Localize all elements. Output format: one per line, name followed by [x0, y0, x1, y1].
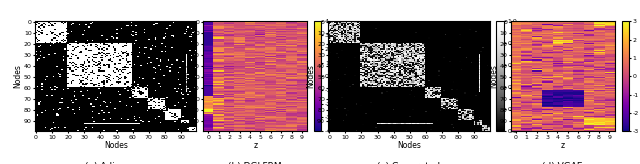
Text: (a) Adjacency: (a) Adjacency	[84, 162, 147, 164]
Y-axis label: Nodes: Nodes	[13, 64, 22, 88]
X-axis label: z: z	[253, 141, 257, 150]
Y-axis label: Nodes: Nodes	[307, 64, 316, 88]
Y-axis label: Nodes: Nodes	[182, 64, 191, 88]
Text: (b) DGLFRM: (b) DGLFRM	[228, 162, 282, 164]
Y-axis label: Nodes: Nodes	[489, 64, 498, 88]
Text: (d) VGAE: (d) VGAE	[543, 162, 583, 164]
X-axis label: Nodes: Nodes	[104, 141, 128, 150]
X-axis label: z: z	[561, 141, 564, 150]
Text: (c) Generated: (c) Generated	[378, 162, 440, 164]
X-axis label: Nodes: Nodes	[397, 141, 421, 150]
